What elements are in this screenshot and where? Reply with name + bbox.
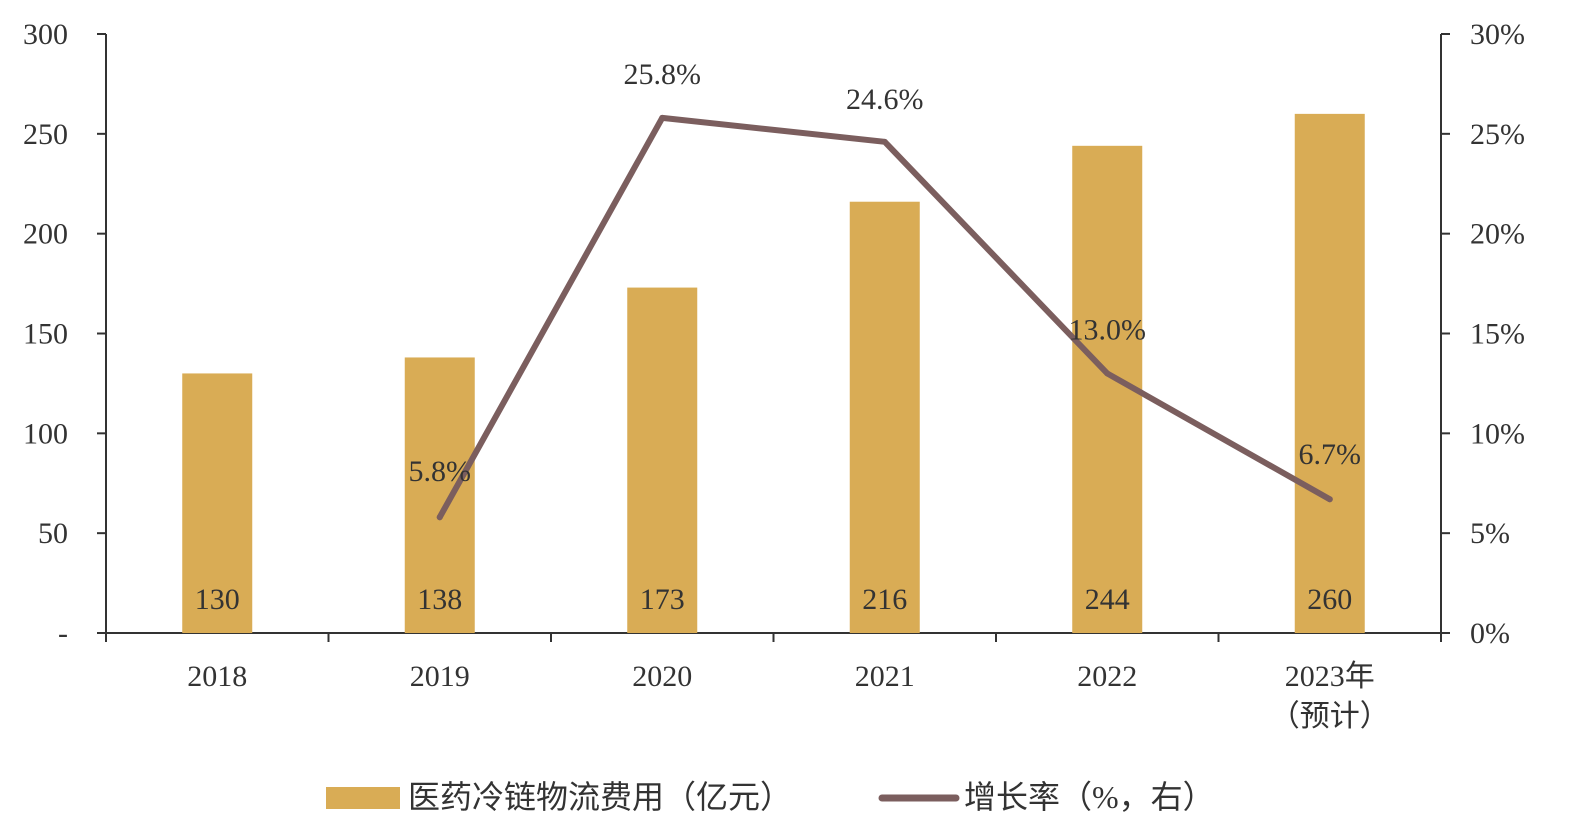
right-y-tick-label: 0% (1470, 617, 1510, 650)
line-layer (436, 114, 1333, 521)
bar (627, 287, 698, 633)
bar (1294, 113, 1365, 633)
x-tick-label: 2020 (632, 660, 692, 693)
right-y-tick-label: 20% (1470, 218, 1525, 251)
left-y-tick-label: 200 (23, 218, 68, 251)
right-y-tick-label: 5% (1470, 517, 1510, 550)
bar-value-label: 173 (640, 583, 685, 616)
right-y-tick-label: 25% (1470, 118, 1525, 151)
x-tick-label: 2022 (1077, 660, 1137, 693)
growth-rate-label: 5.8% (409, 455, 472, 488)
bar-value-label: 260 (1307, 583, 1352, 616)
labels-layer: 130 138 173 216 244 260 5.8% 25.8% 24.6% 13.0% 6.7… (195, 58, 1361, 616)
left-y-tick-label: 50 (38, 517, 68, 550)
left-y-tick-label: - (58, 617, 68, 650)
growth-rate-point (436, 514, 443, 521)
growth-rate-label: 6.7% (1299, 438, 1362, 471)
growth-rate-point (659, 114, 666, 121)
bar-value-label: 216 (862, 583, 907, 616)
bars-layer (182, 113, 1365, 633)
bar (849, 201, 920, 633)
growth-rate-point (1326, 496, 1333, 503)
left-y-tick-label: 150 (23, 318, 68, 351)
axes-layer: - 50 100 150 200 250 300 0% 5% 10% 15% 20% 25% 30% 201… (23, 18, 1525, 733)
x-tick-label: （预计） (1270, 700, 1390, 733)
legend-bar-swatch (326, 787, 400, 809)
right-y-tick-label: 30% (1470, 18, 1525, 51)
right-y-tick-label: 15% (1470, 318, 1525, 351)
x-tick-label: 2018 (187, 660, 247, 693)
x-tick-label: 2021 (855, 660, 915, 693)
bar (182, 373, 253, 633)
left-y-tick-label: 300 (23, 18, 68, 51)
right-y-tick-label: 10% (1470, 417, 1525, 450)
bar-value-label: 244 (1085, 583, 1130, 616)
growth-rate-point (881, 138, 888, 145)
x-tick-label: 2023年 (1285, 660, 1375, 693)
growth-rate-label: 24.6% (846, 83, 924, 116)
bar-value-label: 130 (195, 583, 240, 616)
legend: 医药冷链物流费用（亿元） 增长率（%，右） (326, 779, 1215, 815)
bar (404, 357, 475, 633)
legend-bar-label: 医药冷链物流费用（亿元） (408, 779, 792, 815)
bar-value-label: 138 (417, 583, 462, 616)
growth-rate-label: 25.8% (624, 58, 702, 91)
legend-line-label: 增长率（%，右） (964, 779, 1215, 815)
left-y-tick-label: 100 (23, 417, 68, 450)
x-tick-label: 2019 (410, 660, 470, 693)
growth-rate-label: 13.0% (1069, 313, 1147, 346)
left-y-tick-label: 250 (23, 118, 68, 151)
growth-rate-point (1104, 370, 1111, 377)
